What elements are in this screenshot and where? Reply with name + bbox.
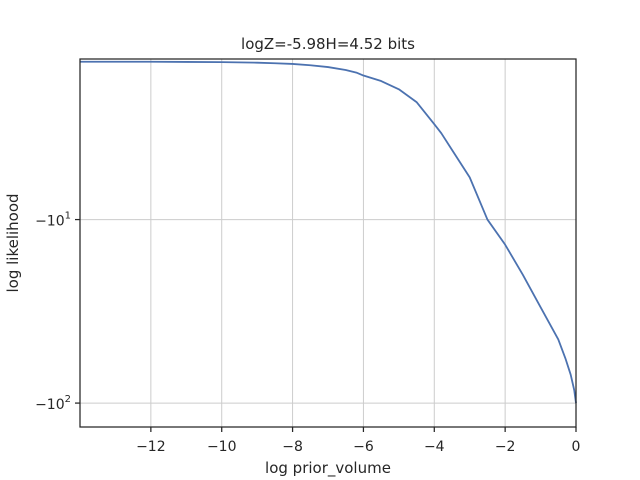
y-axis-label: log likelihood [4, 193, 22, 292]
y-tick-label: −102 [35, 394, 71, 413]
y-axis-ticks: −101 −102 [35, 211, 80, 413]
x-tick-label: −2 [495, 439, 516, 455]
x-grid [150, 59, 577, 427]
x-tick-label: −6 [353, 439, 374, 455]
x-axis-ticks: −12 −10 −8 −6 −4 −2 0 [136, 427, 580, 455]
series-line [80, 60, 577, 404]
x-tick-label: −12 [136, 439, 166, 455]
x-axis-label: log prior_volume [265, 459, 391, 478]
y-tick-label: −101 [35, 211, 71, 230]
y-grid [80, 219, 576, 404]
x-tick-label: −10 [207, 439, 237, 455]
chart-title: logZ=-5.98H=4.52 bits [241, 35, 415, 53]
x-tick-label: −8 [282, 439, 303, 455]
plot-frame [79, 58, 577, 428]
x-tick-label: −4 [424, 439, 445, 455]
x-tick-label: 0 [572, 439, 581, 455]
